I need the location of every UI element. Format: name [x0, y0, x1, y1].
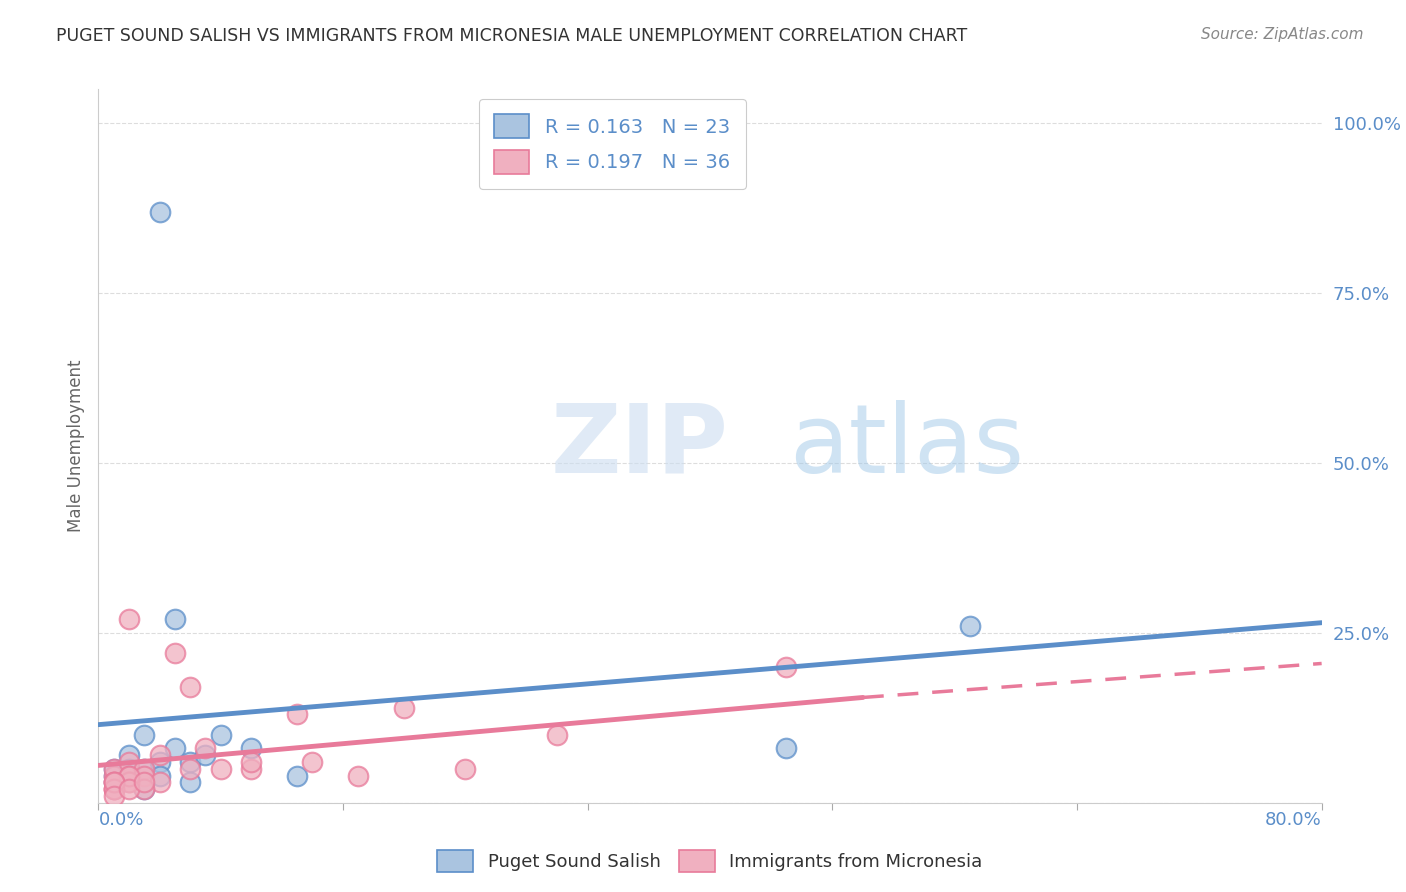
Point [103, 775, 125, 789]
Point [134, 762, 156, 776]
Point [103, 762, 125, 776]
Point [103, 782, 125, 797]
Point [103, 769, 125, 783]
Text: Source: ZipAtlas.com: Source: ZipAtlas.com [1201, 27, 1364, 42]
Point [149, 769, 172, 783]
Point [179, 755, 201, 769]
Point [775, 741, 797, 756]
Point [285, 769, 308, 783]
Point [347, 769, 370, 783]
Point [103, 775, 125, 789]
Point [163, 741, 186, 756]
Point [392, 700, 416, 714]
Point [209, 762, 232, 776]
Y-axis label: Male Unemployment: Male Unemployment [66, 359, 84, 533]
Point [134, 769, 156, 783]
Point [149, 204, 172, 219]
Point [134, 782, 156, 797]
Point [118, 748, 141, 763]
Point [149, 748, 172, 763]
Point [149, 755, 172, 769]
Point [194, 748, 217, 763]
Point [301, 755, 323, 769]
Point [118, 769, 141, 783]
Point [179, 775, 201, 789]
Point [118, 775, 141, 789]
Point [103, 762, 125, 776]
Point [118, 769, 141, 783]
Text: 0.0%: 0.0% [98, 811, 143, 829]
Point [134, 762, 156, 776]
Point [454, 762, 477, 776]
Text: 80.0%: 80.0% [1265, 811, 1322, 829]
Point [118, 782, 141, 797]
Point [546, 728, 568, 742]
Point [103, 775, 125, 789]
Point [134, 775, 156, 789]
Legend: Puget Sound Salish, Immigrants from Micronesia: Puget Sound Salish, Immigrants from Micr… [430, 843, 990, 880]
Point [103, 769, 125, 783]
Point [103, 775, 125, 789]
Point [179, 762, 201, 776]
Point [118, 769, 141, 783]
Point [194, 741, 217, 756]
Point [134, 728, 156, 742]
Point [163, 612, 186, 626]
Point [118, 762, 141, 776]
Point [240, 741, 263, 756]
Point [118, 769, 141, 783]
Point [775, 660, 797, 674]
Point [959, 619, 981, 633]
Point [118, 775, 141, 789]
Point [149, 775, 172, 789]
Point [285, 707, 308, 722]
Point [179, 680, 201, 694]
Point [163, 646, 186, 660]
Text: PUGET SOUND SALISH VS IMMIGRANTS FROM MICRONESIA MALE UNEMPLOYMENT CORRELATION C: PUGET SOUND SALISH VS IMMIGRANTS FROM MI… [56, 27, 967, 45]
Point [134, 782, 156, 797]
Text: atlas: atlas [790, 400, 1025, 492]
Point [103, 782, 125, 797]
Point [118, 612, 141, 626]
Text: ZIP: ZIP [551, 400, 728, 492]
Point [240, 762, 263, 776]
Point [103, 789, 125, 803]
Point [209, 728, 232, 742]
Point [240, 755, 263, 769]
Point [103, 782, 125, 797]
Point [118, 755, 141, 769]
